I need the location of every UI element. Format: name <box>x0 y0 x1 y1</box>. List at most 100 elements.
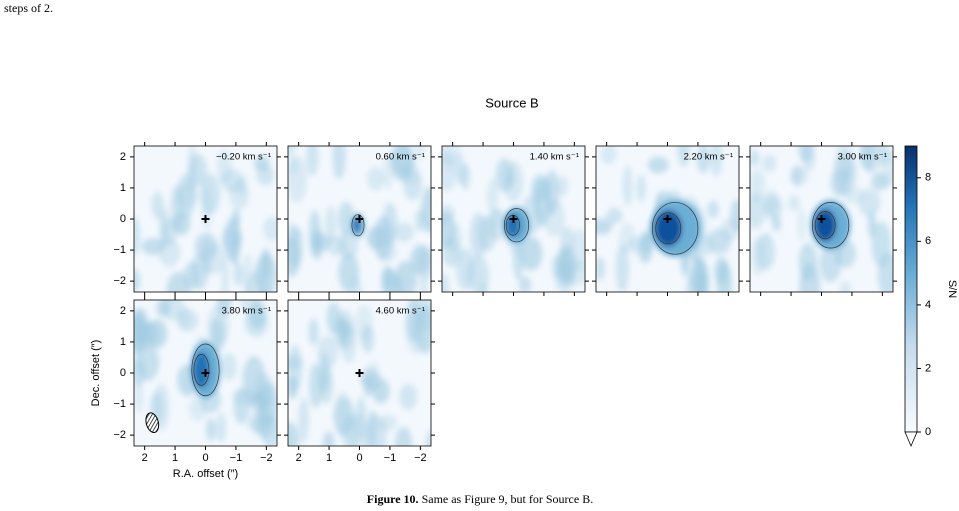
noise-patch <box>867 211 876 239</box>
sn-map <box>288 300 431 446</box>
noise-patch <box>199 236 214 277</box>
caption-text: Same as Figure 9, but for Source B. <box>422 492 594 506</box>
noise-patch <box>762 154 777 172</box>
noise-patch <box>361 324 375 353</box>
emission-core <box>352 217 360 233</box>
noise-patch <box>730 199 739 232</box>
noise-patch <box>819 245 842 283</box>
noise-patch <box>146 319 168 349</box>
contour <box>814 211 836 240</box>
noise-patch <box>366 226 388 250</box>
noise-patch <box>288 156 308 204</box>
source-cross <box>201 215 210 223</box>
channel-label: 2.20 km s⁻¹ <box>684 152 733 163</box>
noise-patch <box>797 207 806 242</box>
noise-patch <box>141 237 164 256</box>
noise-patch <box>798 146 813 163</box>
channel-panel: −0.20 km s⁻¹ −2 −1 0 1 2 <box>113 142 281 296</box>
noise-patch <box>520 236 543 271</box>
channel-panel: 4.60 km s⁻¹ 2 1 0 −1 −2 <box>284 296 435 464</box>
noise-patch <box>871 173 889 191</box>
sn-map <box>750 146 893 292</box>
source-cross <box>201 369 210 377</box>
noise-patch <box>223 217 242 263</box>
noise-patch <box>368 409 377 446</box>
noise-patch <box>216 412 227 443</box>
noise-patch <box>338 252 360 292</box>
noise-patch <box>188 153 208 187</box>
contour <box>504 208 530 243</box>
noise-patch <box>495 157 514 193</box>
y-tick-label: 2 <box>120 151 126 163</box>
noise-patch <box>134 381 144 413</box>
x-axis-label: R.A. offset (″) <box>173 468 238 480</box>
x-tick-label: −2 <box>414 452 427 464</box>
noise-patch <box>414 146 425 161</box>
noise-patch <box>600 146 617 165</box>
source-cross <box>509 215 518 223</box>
x-tick-label: −1 <box>384 452 397 464</box>
x-tick-label: −1 <box>230 452 243 464</box>
contour <box>191 343 220 397</box>
source-cross <box>663 215 672 223</box>
y-tick-label: 2 <box>120 305 126 317</box>
noise-patch <box>242 355 266 404</box>
noise-patch <box>750 149 760 167</box>
noise-patch <box>151 191 164 220</box>
noise-patch <box>308 209 321 255</box>
noise <box>288 300 431 446</box>
noise-patch <box>261 415 277 446</box>
sn-map <box>442 146 585 292</box>
emission <box>351 213 365 237</box>
emission-core <box>193 351 210 388</box>
noise-patch <box>750 193 765 229</box>
emission <box>810 200 851 251</box>
noise-patch <box>456 248 475 291</box>
noise-patch <box>221 353 238 381</box>
noise-patch <box>696 146 710 174</box>
noise-patch <box>788 194 800 212</box>
noise-patch <box>245 270 269 292</box>
noise-patch <box>381 268 399 292</box>
noise-patch <box>830 169 849 197</box>
channel-panel: 3.80 km s⁻¹ 2 1 0 −1 −2 −2 −1 0 1 2 R.A. offset (″)… <box>90 296 281 480</box>
noise-patch <box>288 374 299 400</box>
y-tick-label: −1 <box>113 244 126 256</box>
sn-map <box>288 146 431 292</box>
channel-panel: 2.20 km s⁻¹ <box>592 142 743 296</box>
source-cross <box>817 215 826 223</box>
y-tick-label: 1 <box>120 336 126 348</box>
noise-patch <box>172 211 191 236</box>
noise-patch <box>455 152 465 185</box>
noise-patch <box>158 237 181 267</box>
noise-patch <box>771 214 782 232</box>
channel-panel: 3.00 km s⁻¹ <box>746 142 897 296</box>
noise <box>134 146 277 292</box>
beam <box>145 412 160 433</box>
noise-patch <box>323 431 335 446</box>
emission <box>650 199 701 257</box>
noise-patch <box>156 300 171 318</box>
noise-patch <box>399 383 418 411</box>
noise-patch <box>755 232 775 271</box>
noise-patch <box>409 300 431 320</box>
noise-patch <box>229 180 249 210</box>
noise-patch <box>636 174 646 203</box>
colorbar-tick-label: 4 <box>925 299 931 311</box>
noise-patch <box>394 222 415 243</box>
noise-patch <box>695 259 708 292</box>
noise <box>442 146 585 292</box>
noise-patch <box>606 207 623 225</box>
noise-patch <box>288 146 296 157</box>
noise-patch <box>244 307 269 337</box>
noise-patch <box>288 421 300 446</box>
noise-patch <box>332 146 346 180</box>
emission-core <box>654 210 682 247</box>
sn-map <box>134 146 277 292</box>
noise-patch <box>383 153 394 190</box>
contour <box>651 202 699 255</box>
noise-patch <box>596 218 613 235</box>
noise-patch <box>559 226 575 254</box>
contour <box>655 212 682 245</box>
